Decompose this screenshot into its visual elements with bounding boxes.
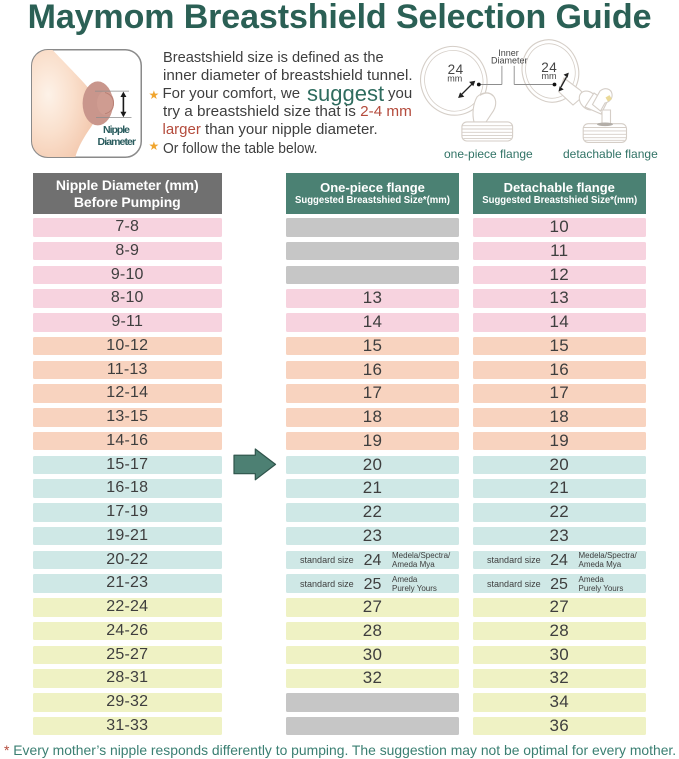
svg-text:Nipple: Nipple [103, 124, 130, 136]
svg-text:mm: mm [542, 71, 557, 81]
svg-text:mm: mm [447, 73, 462, 83]
svg-text:Diameter: Diameter [98, 136, 137, 148]
svg-text:Diameter: Diameter [491, 56, 528, 66]
svg-text:24: 24 [541, 60, 557, 75]
svg-text:Inner: Inner [498, 48, 519, 58]
svg-text:24: 24 [448, 62, 464, 77]
